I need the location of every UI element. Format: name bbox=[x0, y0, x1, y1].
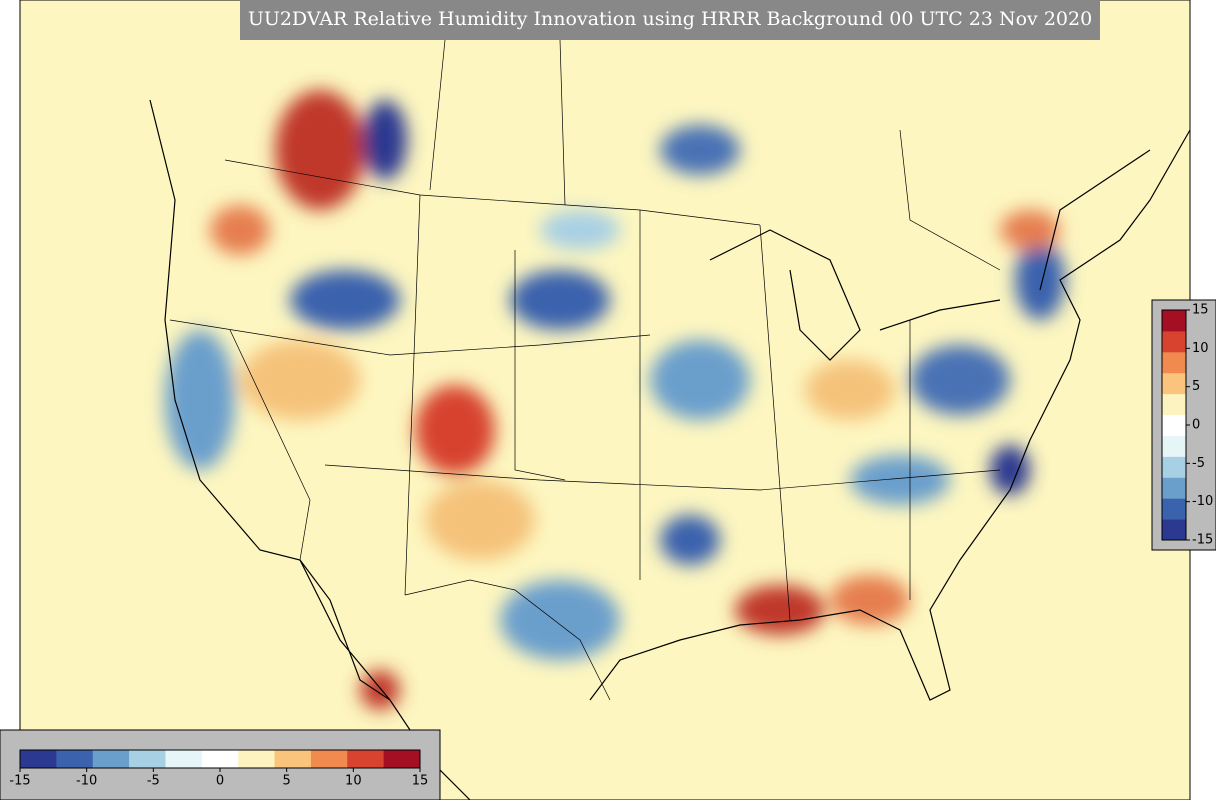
colorbar-tick-label: -5 bbox=[147, 774, 160, 789]
colorbar-segment bbox=[92, 750, 130, 768]
colorbar-segment bbox=[1162, 393, 1186, 416]
colorbar-horizontal: -15 -10 -5 0 5 10 15 bbox=[9, 749, 429, 789]
colorbar-tick-label: -15 bbox=[9, 774, 30, 789]
colorbar-tick-label: -5 bbox=[1192, 456, 1205, 471]
colorbar-tick-label: 5 bbox=[1192, 379, 1200, 394]
colorbar-tick-label: 0 bbox=[1192, 418, 1200, 433]
colorbar-segment bbox=[165, 750, 203, 768]
colorbar-segment bbox=[1162, 310, 1186, 332]
colorbar-segment bbox=[20, 750, 57, 768]
colorbar-tick-label: 5 bbox=[283, 774, 291, 789]
colorbar-segment bbox=[1162, 414, 1186, 436]
colorbar-segment bbox=[56, 750, 94, 768]
colorbar-segment bbox=[1162, 456, 1186, 478]
colorbar-segment bbox=[310, 750, 348, 768]
colorbar-segment bbox=[1162, 330, 1186, 353]
colorbar-vertical: -15 -10 -5 0 5 10 15 bbox=[1161, 303, 1213, 548]
title-box bbox=[240, 0, 1100, 40]
coastlines bbox=[149, 99, 1191, 801]
colorbar-segment bbox=[1162, 435, 1186, 457]
colorbar-tick-label: -10 bbox=[76, 774, 97, 789]
colorbar-tick-label: 10 bbox=[1192, 341, 1209, 356]
colorbar-tick-label: -15 bbox=[1192, 533, 1213, 548]
colorbar-segment bbox=[1162, 372, 1186, 395]
colorbar-segment bbox=[274, 750, 312, 768]
colorbar-segment bbox=[1162, 519, 1186, 541]
borders bbox=[169, 39, 1001, 701]
map bbox=[19, 0, 1191, 801]
map-title: UU2DVAR Relative Humidity Innovation usi… bbox=[248, 8, 1092, 30]
colorbar-tick-label: 15 bbox=[412, 774, 429, 789]
colorbar-segment bbox=[1162, 498, 1186, 520]
colorbar-tick-label: 0 bbox=[216, 774, 224, 789]
colorbar-tick-label: 10 bbox=[345, 774, 362, 789]
colorbar-segment bbox=[129, 750, 166, 768]
colorbar-segment bbox=[201, 750, 239, 768]
colorbar-segment bbox=[238, 750, 276, 768]
colorbar-segment bbox=[1162, 351, 1186, 374]
colorbar-tick-label: 15 bbox=[1192, 303, 1209, 318]
colorbar-segment bbox=[347, 750, 385, 768]
colorbar-segment bbox=[1162, 477, 1186, 499]
colorbar-tick-label: -10 bbox=[1192, 494, 1213, 509]
colorbar-segment bbox=[383, 750, 421, 768]
